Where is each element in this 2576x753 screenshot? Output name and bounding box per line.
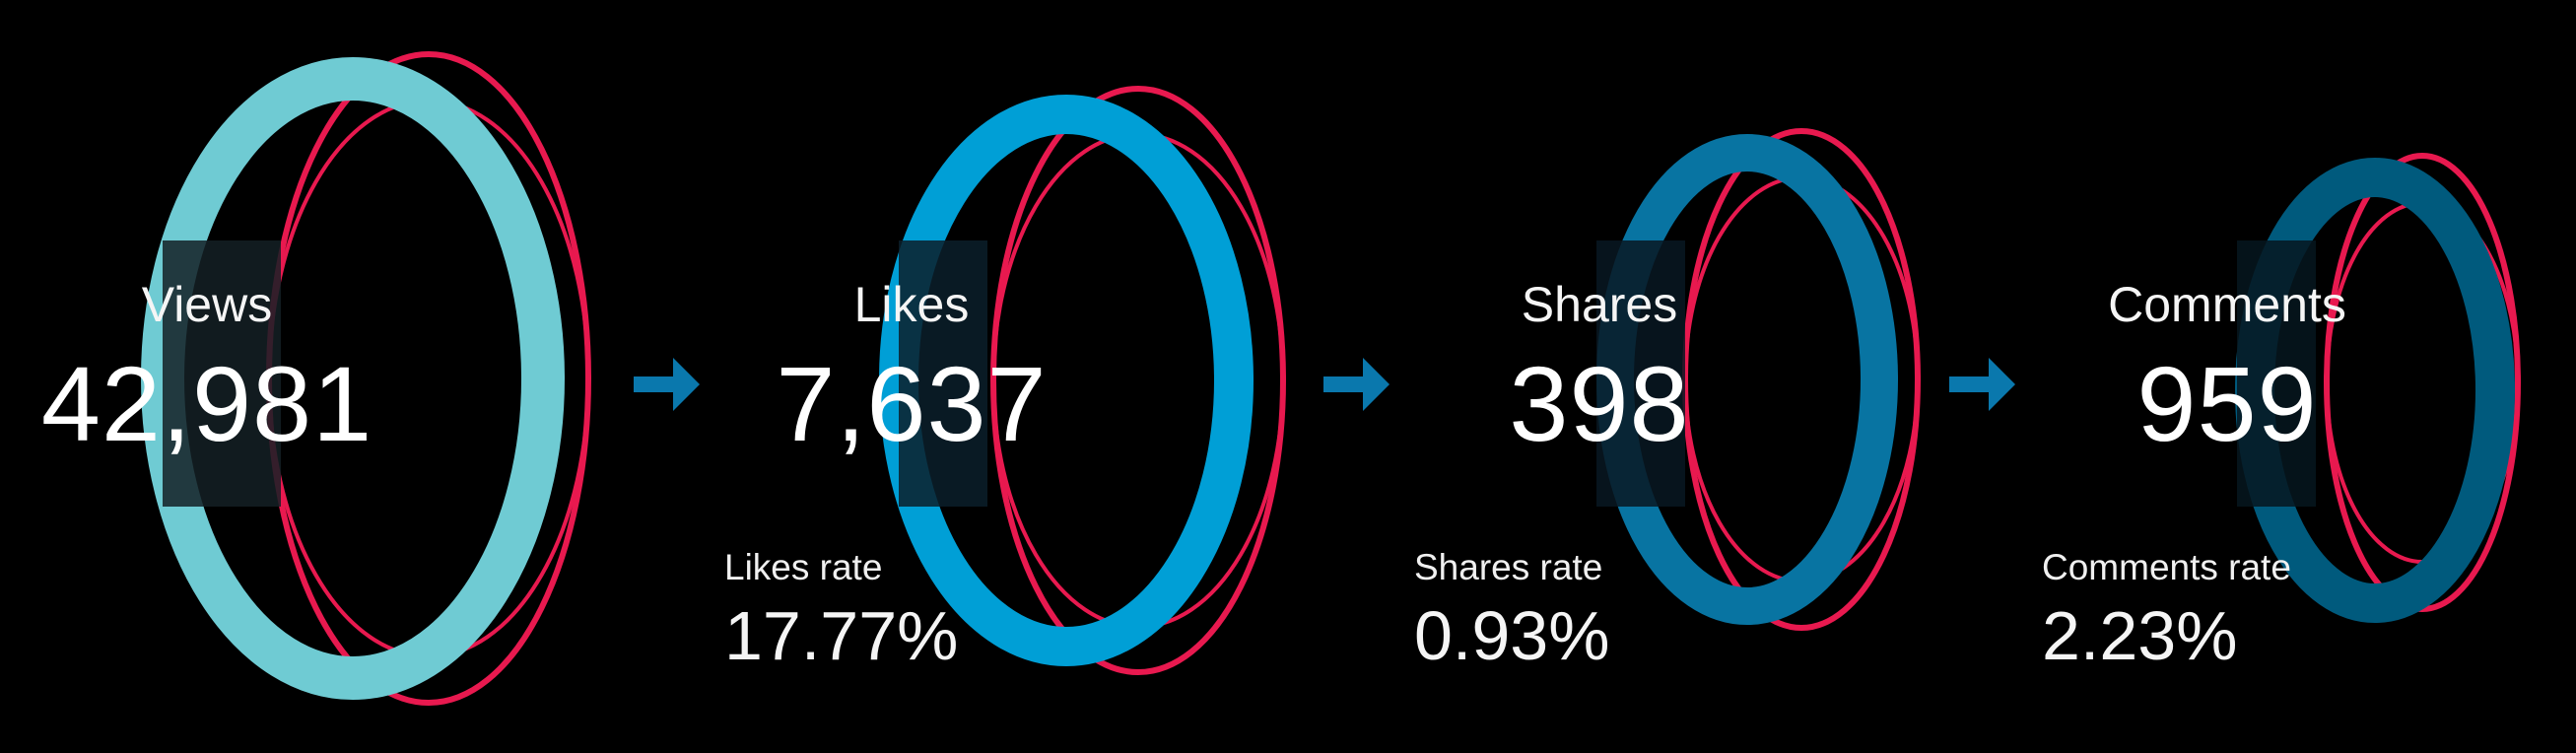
comments-ring-band bbox=[2237, 240, 2316, 507]
arrow-right-icon bbox=[634, 358, 700, 411]
shares-value: 398 bbox=[1509, 344, 1690, 463]
views-ring bbox=[141, 51, 591, 706]
comments-rate-label: Comments rate bbox=[2042, 547, 2291, 587]
comments-value: 959 bbox=[2136, 344, 2318, 463]
views-value: 42,981 bbox=[40, 344, 373, 463]
likes-ring bbox=[879, 86, 1286, 675]
arrow-right-icon bbox=[1949, 358, 2015, 411]
likes-label: Likes bbox=[853, 277, 970, 332]
comments-rate-value: 2.23% bbox=[2042, 597, 2238, 674]
views-label: Views bbox=[141, 277, 273, 332]
shares-rate-value: 0.93% bbox=[1414, 597, 1610, 674]
comments-label: Comments bbox=[2108, 277, 2346, 332]
likes-rate-label: Likes rate bbox=[724, 547, 883, 587]
arrow-right-icon bbox=[1323, 358, 1390, 411]
shares-rate-label: Shares rate bbox=[1414, 547, 1603, 587]
likes-value: 7,637 bbox=[776, 344, 1048, 463]
likes-rate-value: 17.77% bbox=[724, 597, 959, 674]
shares-label: Shares bbox=[1521, 277, 1678, 332]
shares-ring bbox=[1596, 128, 1921, 631]
likes-ring-band bbox=[899, 240, 987, 507]
shares-ring-band bbox=[1596, 240, 1685, 507]
views-ring-band bbox=[163, 240, 281, 507]
comments-ring bbox=[2235, 153, 2521, 623]
